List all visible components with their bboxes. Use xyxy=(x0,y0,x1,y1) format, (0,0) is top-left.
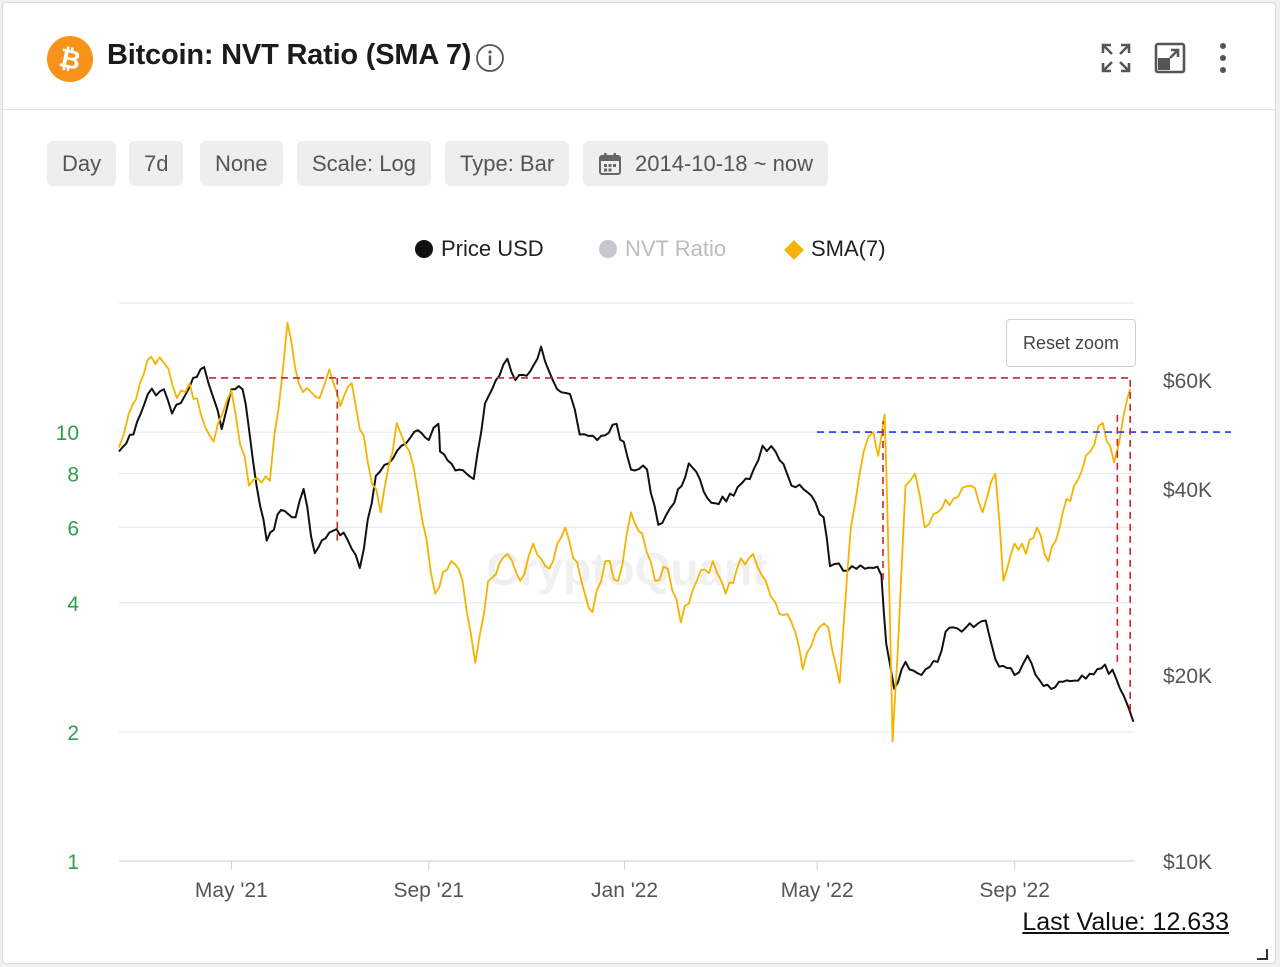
left-axis-tick-label: 8 xyxy=(67,464,79,487)
right-axis-tick-label: $20K xyxy=(1163,665,1212,688)
series-line-sma7[interactable] xyxy=(118,321,1132,743)
x-axis-tick-label: May '22 xyxy=(781,879,854,902)
date-range-label: 2014-10-18 ~ now xyxy=(635,151,813,176)
legend-item-nvt[interactable]: NVT Ratio xyxy=(599,231,726,267)
x-axis-tick-label: Jan '22 xyxy=(591,879,658,902)
bitcoin-logo-icon: ₿ xyxy=(47,36,93,82)
expand-icon[interactable] xyxy=(1099,41,1133,75)
watermark-text: CryptoQuant xyxy=(486,543,767,595)
legend-label-sma: SMA(7) xyxy=(811,236,886,261)
date-range-button[interactable]: 2014-10-18 ~ now xyxy=(583,141,828,186)
left-axis-tick-label: 1 xyxy=(67,851,79,874)
legend-label-nvt: NVT Ratio xyxy=(625,236,727,261)
resize-handle-icon[interactable] xyxy=(1255,947,1269,961)
right-axis-tick-label: $40K xyxy=(1163,479,1212,502)
chart-header: ₿ Bitcoin: NVT Ratio (SMA 7) xyxy=(3,3,1275,110)
chart-title: Bitcoin: NVT Ratio (SMA 7) xyxy=(107,39,472,71)
last-value-link[interactable]: Last Value: 12.633 xyxy=(1022,908,1229,936)
legend-item-price[interactable]: Price USD xyxy=(415,231,544,267)
info-icon[interactable] xyxy=(475,43,505,73)
x-axis-tick-label: May '21 xyxy=(195,879,268,902)
x-axis-tick-label: Sep '22 xyxy=(979,879,1050,902)
calendar-icon xyxy=(599,153,621,175)
chart-legend: Price USD NVT Ratio SMA(7) xyxy=(3,231,1275,267)
more-vertical-icon[interactable] xyxy=(1206,41,1240,75)
legend-label-price: Price USD xyxy=(441,236,544,261)
x-axis-tick-label: Sep '21 xyxy=(393,879,464,902)
scale-log-button[interactable]: Scale: Log xyxy=(297,141,431,186)
popout-icon[interactable] xyxy=(1153,41,1187,75)
nvt-chart-plot[interactable]: 1 2 4 6 8 10 $10K $20K $40K $60K May '21 Sep '21 Jan… xyxy=(3,3,1275,963)
type-bar-button[interactable]: Type: Bar xyxy=(445,141,570,186)
series-line-price-usd[interactable] xyxy=(118,345,1135,723)
smoothing-none-button[interactable]: None xyxy=(200,141,283,186)
window-7d-button[interactable]: 7d xyxy=(129,141,184,186)
interval-day-button[interactable]: Day xyxy=(47,141,117,186)
right-axis-tick-label: $10K xyxy=(1163,851,1212,874)
legend-marker-price xyxy=(415,240,433,258)
reset-zoom-button[interactable]: Reset zoom xyxy=(1006,319,1136,367)
legend-marker-nvt xyxy=(599,240,617,258)
left-axis-tick-label: 4 xyxy=(67,593,79,616)
right-axis-tick-label: $60K xyxy=(1163,370,1212,393)
left-axis-tick-label: 2 xyxy=(67,722,79,745)
left-axis-tick-label: 10 xyxy=(56,422,79,445)
left-axis-tick-label: 6 xyxy=(67,517,79,540)
legend-item-sma[interactable]: SMA(7) xyxy=(783,231,886,267)
